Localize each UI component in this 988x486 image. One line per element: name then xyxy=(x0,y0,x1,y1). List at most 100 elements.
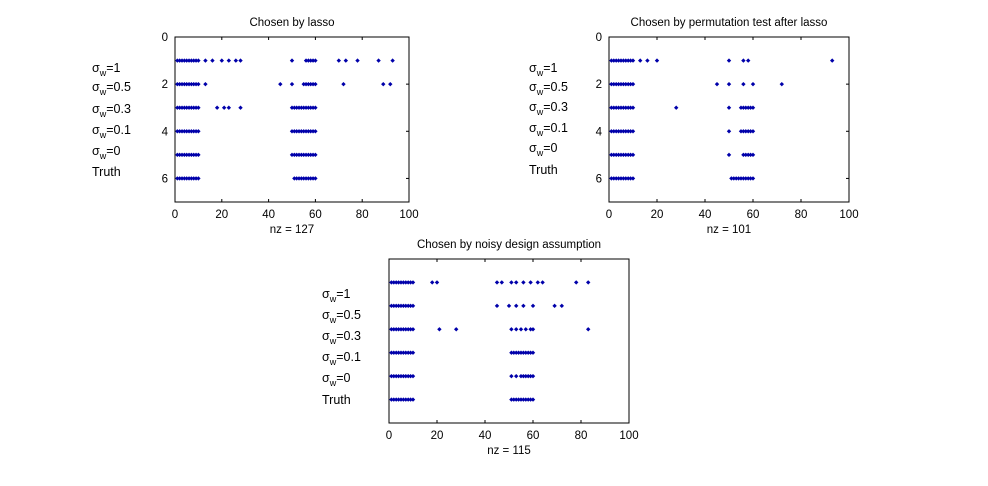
data-point xyxy=(559,303,564,309)
row-label-tail: =0.5 xyxy=(336,308,361,322)
x-tick-label: 40 xyxy=(699,209,712,221)
data-point xyxy=(189,81,194,87)
data-point xyxy=(196,81,201,87)
data-point xyxy=(750,81,756,87)
row-label-subscript: w xyxy=(536,107,544,117)
data-point xyxy=(526,373,531,379)
data-point xyxy=(401,350,406,355)
y-tick-label: 4 xyxy=(162,126,169,138)
data-point xyxy=(726,81,732,87)
data-point xyxy=(626,176,631,181)
row-label-main: Truth xyxy=(322,393,351,407)
data-point xyxy=(521,373,526,379)
data-point xyxy=(191,176,196,181)
row-label: σw=0 xyxy=(529,141,558,158)
data-point xyxy=(623,81,628,87)
data-point xyxy=(628,176,633,181)
x-tick-label: 40 xyxy=(262,209,275,221)
data-point xyxy=(621,58,626,63)
data-point xyxy=(184,81,189,87)
data-point xyxy=(182,152,187,158)
data-point xyxy=(618,58,624,63)
data-point xyxy=(514,350,519,355)
data-point xyxy=(410,397,416,402)
data-point xyxy=(301,105,306,110)
data-point xyxy=(518,327,524,332)
data-point xyxy=(313,176,318,181)
data-point xyxy=(313,81,318,87)
data-point xyxy=(623,176,628,181)
row-label-subscript: w xyxy=(99,109,107,119)
data-point xyxy=(638,58,643,63)
data-point xyxy=(743,152,748,158)
data-point xyxy=(306,129,311,134)
data-point xyxy=(630,58,636,63)
data-point xyxy=(499,280,504,285)
chart-1: Chosen by lasso 0 20 40 60 80 100 0 2 4 6 nz = 127 σ… xyxy=(92,17,419,236)
data-point xyxy=(623,58,628,63)
data-point xyxy=(233,58,239,63)
data-point xyxy=(396,303,401,309)
data-point xyxy=(530,327,536,332)
data-point xyxy=(294,152,299,158)
data-point xyxy=(516,397,521,402)
x-tick-label: 100 xyxy=(619,430,638,442)
data-point xyxy=(750,105,756,110)
data-point xyxy=(741,58,746,63)
data-point xyxy=(509,350,514,355)
data-point xyxy=(238,105,243,110)
data-point xyxy=(623,152,628,158)
data-point xyxy=(193,58,199,63)
data-point xyxy=(514,327,519,332)
data-point xyxy=(310,105,316,110)
data-point xyxy=(196,129,201,134)
data-point xyxy=(616,152,621,158)
row-label: σw=0.1 xyxy=(529,121,568,138)
data-point xyxy=(196,58,201,63)
data-point xyxy=(391,280,396,285)
data-point xyxy=(219,58,224,63)
data-point xyxy=(294,176,299,181)
data-point xyxy=(179,58,185,63)
data-point xyxy=(645,58,650,63)
data-point xyxy=(614,129,619,134)
data-point xyxy=(750,129,756,134)
data-point xyxy=(528,350,533,355)
data-point xyxy=(189,58,194,63)
data-point xyxy=(175,152,180,158)
data-point xyxy=(289,58,295,63)
data-point xyxy=(403,373,408,379)
x-axis-label: nz = 127 xyxy=(270,224,314,236)
data-point xyxy=(434,280,440,285)
data-point xyxy=(191,105,196,110)
x-tick-label: 80 xyxy=(795,209,808,221)
x-tick-label: 60 xyxy=(527,430,540,442)
data-point xyxy=(618,81,624,87)
data-point xyxy=(750,152,756,158)
data-point xyxy=(306,81,311,87)
data-point xyxy=(743,176,748,181)
data-point xyxy=(734,176,739,181)
y-tick-label: 6 xyxy=(162,173,168,185)
row-label-main: σ xyxy=(529,61,537,75)
data-point xyxy=(618,105,624,110)
data-point xyxy=(189,105,194,110)
data-point xyxy=(403,280,408,285)
data-point xyxy=(308,105,313,110)
data-point xyxy=(516,350,521,355)
data-point xyxy=(743,129,748,134)
data-point xyxy=(177,129,182,134)
data-point xyxy=(179,81,185,87)
data-point xyxy=(296,176,302,181)
data-point xyxy=(193,81,199,87)
data-point xyxy=(406,350,411,355)
data-point xyxy=(403,327,408,332)
data-point xyxy=(376,58,381,63)
data-point xyxy=(391,350,396,355)
data-point xyxy=(308,152,313,158)
data-point xyxy=(313,152,318,158)
data-point xyxy=(296,129,302,134)
data-point xyxy=(203,81,208,87)
data-point xyxy=(611,129,616,134)
data-point xyxy=(748,152,753,158)
